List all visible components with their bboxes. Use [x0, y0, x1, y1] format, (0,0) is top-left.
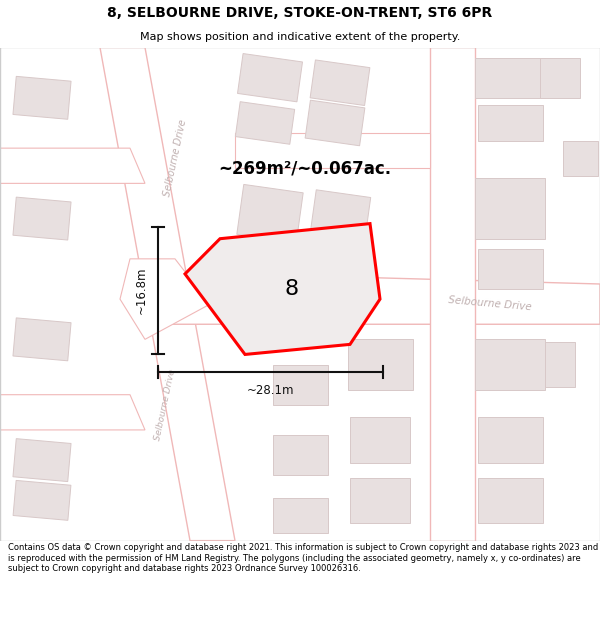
Polygon shape [478, 478, 542, 523]
Text: ~269m²/~0.067ac.: ~269m²/~0.067ac. [218, 159, 392, 177]
Polygon shape [238, 54, 302, 102]
Polygon shape [13, 439, 71, 482]
Polygon shape [545, 342, 575, 387]
Polygon shape [13, 481, 71, 521]
Text: Selbourne Drive: Selbourne Drive [448, 296, 532, 312]
Polygon shape [350, 478, 410, 523]
Polygon shape [475, 178, 545, 239]
Polygon shape [272, 498, 328, 533]
Text: Selbourne Drive: Selbourne Drive [162, 119, 188, 198]
Polygon shape [563, 141, 598, 176]
Polygon shape [478, 106, 542, 141]
Polygon shape [235, 102, 295, 144]
Polygon shape [0, 395, 145, 430]
Polygon shape [475, 339, 545, 389]
Polygon shape [13, 76, 71, 119]
Polygon shape [235, 133, 430, 168]
Text: 8: 8 [284, 279, 299, 299]
Polygon shape [347, 339, 413, 389]
Polygon shape [185, 224, 380, 354]
Polygon shape [237, 184, 303, 242]
Text: Map shows position and indicative extent of the property.: Map shows position and indicative extent… [140, 32, 460, 42]
Polygon shape [310, 60, 370, 106]
Polygon shape [100, 48, 235, 541]
Polygon shape [232, 242, 298, 296]
Polygon shape [350, 418, 410, 462]
Polygon shape [13, 197, 71, 240]
Polygon shape [430, 48, 475, 541]
Polygon shape [478, 418, 542, 462]
Polygon shape [120, 259, 210, 339]
Polygon shape [475, 58, 545, 98]
Polygon shape [0, 148, 145, 183]
Polygon shape [309, 190, 371, 248]
Polygon shape [305, 100, 365, 146]
Polygon shape [13, 318, 71, 361]
Text: Selbourne Drive: Selbourne Drive [153, 368, 177, 441]
Polygon shape [478, 249, 542, 289]
Polygon shape [540, 58, 580, 98]
Polygon shape [130, 271, 600, 324]
Polygon shape [272, 435, 328, 475]
Text: 8, SELBOURNE DRIVE, STOKE-ON-TRENT, ST6 6PR: 8, SELBOURNE DRIVE, STOKE-ON-TRENT, ST6 … [107, 6, 493, 20]
Text: Contains OS data © Crown copyright and database right 2021. This information is : Contains OS data © Crown copyright and d… [8, 543, 598, 573]
Text: ~28.1m: ~28.1m [247, 384, 294, 397]
Polygon shape [272, 364, 328, 405]
Text: ~16.8m: ~16.8m [135, 267, 148, 314]
